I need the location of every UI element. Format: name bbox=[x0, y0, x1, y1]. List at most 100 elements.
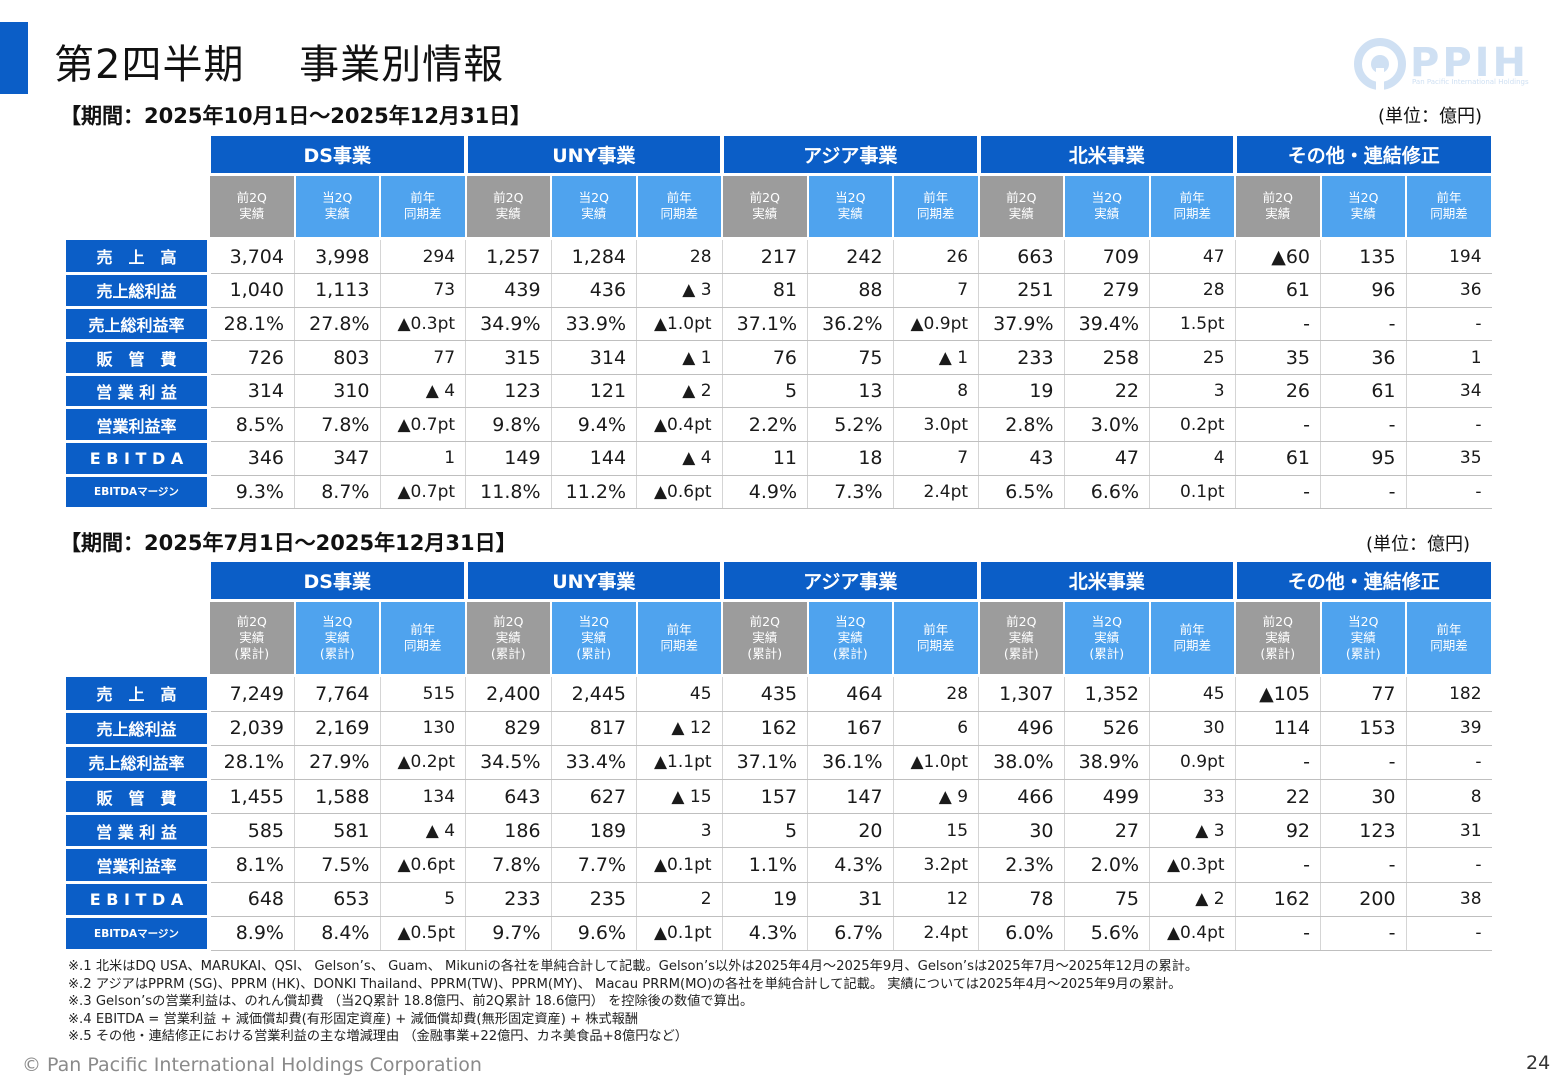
table-row: 売上総利益 1,040 1,113 73 439 436 ▲ 3 81 88 7 251 279 28 6… bbox=[66, 273, 1492, 309]
row-label: 営業利益率 bbox=[66, 407, 211, 444]
table-row: 売上総利益率 28.1% 27.8% ▲0.3pt 34.9% 33.9% ▲1.0pt 37… bbox=[66, 307, 1492, 343]
table-cell: 114 bbox=[1234, 711, 1321, 746]
prev-period-header: 前2Q 実績 bbox=[208, 172, 295, 237]
logo-text: PPIH bbox=[1410, 40, 1529, 86]
row-label: 営業利益率 bbox=[66, 847, 211, 884]
row-label: 売上総利益 bbox=[66, 273, 211, 309]
table-cell: 149 bbox=[465, 441, 552, 476]
segment-header: アジア事業 bbox=[720, 562, 980, 600]
table-cell: 9.7% bbox=[465, 916, 552, 952]
table-cell: 28.1% bbox=[208, 745, 295, 781]
prev-period-header: 前2Q 実績 (累計) bbox=[208, 598, 295, 674]
yoy-diff-header: 前年 同期差 bbox=[892, 598, 980, 674]
table-row: 販 管 費 1,455 1,588 134 643 627 ▲ 15 157 147 ▲ 9 466… bbox=[66, 779, 1492, 816]
table-cell: - bbox=[1320, 307, 1407, 342]
table-cell: 3 bbox=[1149, 374, 1236, 409]
table-cell: ▲ 1 bbox=[636, 340, 723, 375]
table-cell: 189 bbox=[550, 813, 637, 849]
table-cell: 1,352 bbox=[1063, 677, 1150, 712]
table-cell: 61 bbox=[1320, 374, 1407, 409]
table-cell: 33.9% bbox=[550, 307, 637, 342]
row-label: E B I T D A bbox=[66, 441, 211, 477]
table-cell: - bbox=[1320, 916, 1407, 952]
table-cell: 36 bbox=[1405, 273, 1492, 308]
table-row: E B I T D A 648 653 5 233 235 2 19 31 12 78 75 ▲ 2 16… bbox=[66, 882, 1492, 918]
table-cell: 25 bbox=[1149, 340, 1236, 375]
table-cell: 499 bbox=[1063, 779, 1150, 815]
table-cell: 233 bbox=[465, 882, 552, 917]
table-cell: 75 bbox=[807, 340, 894, 375]
table-cell: 3,704 bbox=[208, 240, 295, 275]
segment-header: アジア事業 bbox=[720, 136, 980, 174]
table-cell: ▲ 9 bbox=[892, 779, 979, 815]
table-cell: 2.4pt bbox=[892, 916, 979, 952]
table-cell: 121 bbox=[550, 374, 637, 409]
table-row: 営業利益率 8.1% 7.5% ▲0.6pt 7.8% 7.7% ▲0.1pt 1.1% 4.3… bbox=[66, 847, 1492, 884]
unit-label-q2: (単位：億円) bbox=[1378, 106, 1483, 127]
table-cell: 4.3% bbox=[721, 916, 808, 952]
title-accent-bar bbox=[0, 22, 28, 94]
footnote: ※.3 Gelson’sの営業利益は、のれん償却費 （当2Q累計 18.8億円、… bbox=[68, 994, 754, 1009]
table-cell: 6.0% bbox=[978, 916, 1065, 952]
table-cell: 585 bbox=[208, 813, 295, 849]
header-blank bbox=[66, 174, 209, 237]
table-cell: 8 bbox=[892, 374, 979, 409]
table-cell: 35 bbox=[1405, 441, 1492, 476]
table-cell: 76 bbox=[721, 340, 808, 375]
table-cell: ▲ 2 bbox=[636, 374, 723, 409]
table-cell: 1,113 bbox=[294, 273, 380, 308]
prev-period-header: 前2Q 実績 (累計) bbox=[977, 598, 1065, 674]
row-label: 売上総利益率 bbox=[66, 307, 211, 343]
table-cell: 464 bbox=[807, 677, 894, 712]
table-cell: 347 bbox=[294, 441, 380, 476]
row-label: EBITDAマージン bbox=[66, 916, 211, 953]
table-cell: 581 bbox=[294, 813, 380, 849]
table-cell: 95 bbox=[1320, 441, 1407, 476]
table-cell: 648 bbox=[208, 882, 295, 917]
table-cell: ▲0.3pt bbox=[1149, 847, 1236, 883]
table-cell: ▲0.5pt bbox=[379, 916, 466, 952]
table-cell: ▲1.0pt bbox=[892, 745, 979, 781]
table-cell: 20 bbox=[807, 813, 894, 849]
prev-period-header: 前2Q 実績 (累計) bbox=[464, 598, 552, 674]
table-cell: - bbox=[1320, 745, 1407, 781]
page-number: 24 bbox=[1526, 1052, 1551, 1074]
table-cell: 147 bbox=[807, 779, 894, 815]
curr-period-header: 当2Q 実績 (累計) bbox=[293, 598, 381, 674]
table-cell: 27 bbox=[1063, 813, 1150, 849]
table-cell: 36.1% bbox=[807, 745, 894, 781]
table-cell: - bbox=[1405, 916, 1492, 952]
table-cell: 45 bbox=[1149, 677, 1236, 712]
table-cell: - bbox=[1234, 745, 1321, 781]
table-cell: 36.2% bbox=[807, 307, 894, 342]
table-cell: - bbox=[1320, 475, 1407, 510]
period-label-q2: 【期間：2025年10月1日～2025年12月31日】 bbox=[60, 104, 532, 128]
table-cell: 38 bbox=[1405, 882, 1492, 917]
row-label: 売上総利益率 bbox=[66, 745, 211, 782]
table-cell: 7 bbox=[892, 273, 979, 308]
table-cell: 2.3% bbox=[978, 847, 1065, 883]
footnote: ※.2 アジアはPPRM (SG)、PPRM (HK)、DONKI Thaila… bbox=[68, 976, 1182, 992]
table-cell: 7.8% bbox=[465, 847, 552, 883]
table-cell: 39 bbox=[1405, 711, 1492, 746]
table-cell: ▲ 12 bbox=[636, 711, 723, 746]
table-cell: 435 bbox=[721, 677, 808, 712]
table-row: 売 上 高 3,704 3,998 294 1,257 1,284 28 217 242 26 66… bbox=[66, 240, 1492, 276]
table-cell: 315 bbox=[465, 340, 552, 375]
table-cell: 627 bbox=[550, 779, 637, 815]
segment-header: DS事業 bbox=[207, 136, 467, 174]
table-cell: 803 bbox=[294, 340, 380, 375]
table-cell: 5 bbox=[721, 374, 808, 409]
table-cell: 43 bbox=[978, 441, 1065, 476]
segment-header: その他・連結修正 bbox=[1233, 562, 1493, 600]
table-cell: 38.9% bbox=[1063, 745, 1150, 781]
table-cell: 1,588 bbox=[294, 779, 380, 815]
footnote: ※.4 EBITDA = 営業利益 + 減価償却費(有形固定資産) + 減価償却… bbox=[68, 1011, 639, 1027]
prev-period-header: 前2Q 実績 (累計) bbox=[1234, 598, 1322, 674]
table-cell: 45 bbox=[636, 677, 723, 712]
table-cell: 235 bbox=[550, 882, 637, 917]
table-cell: 496 bbox=[978, 711, 1065, 746]
curr-period-header: 当2Q 実績 (累計) bbox=[550, 598, 638, 674]
table-cell: 258 bbox=[1063, 340, 1150, 375]
period-label-cumulative: 【期間：2025年7月1日～2025年12月31日】 bbox=[60, 531, 517, 555]
